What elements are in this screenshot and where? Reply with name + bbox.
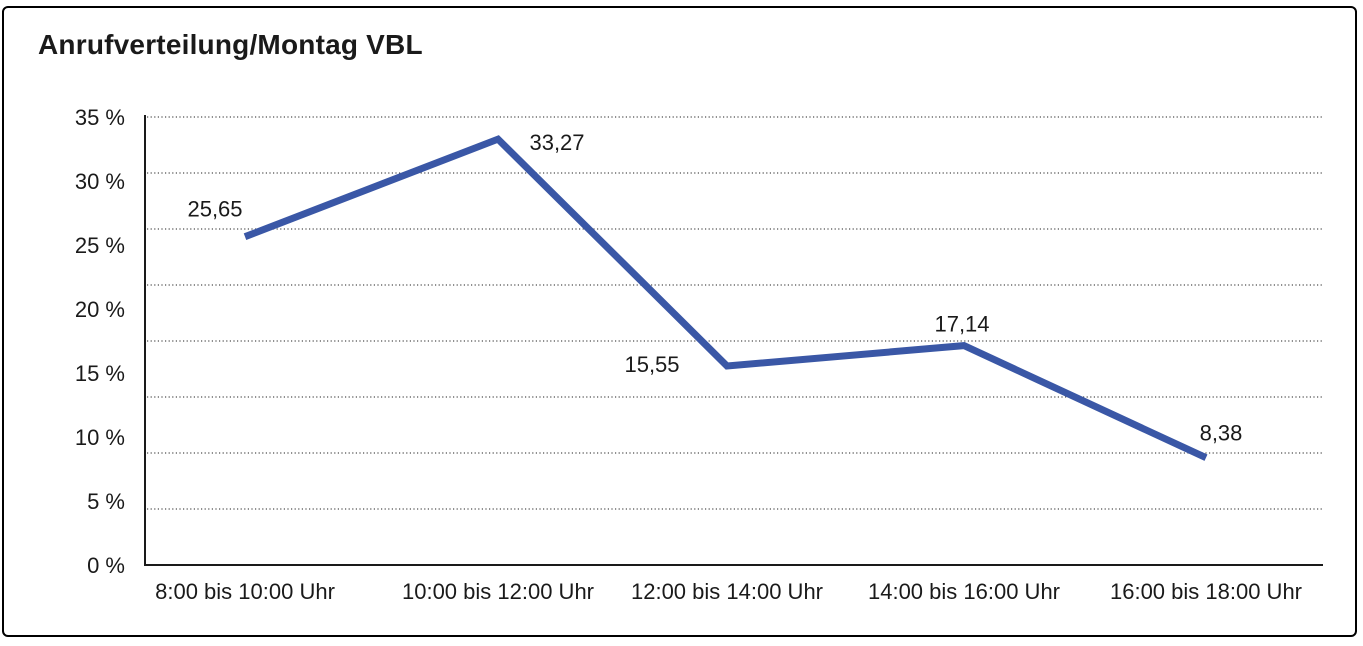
x-tick-label: 12:00 bis 14:00 Uhr [631,579,823,604]
data-point-label: 17,14 [934,312,989,337]
data-point-label: 8,38 [1200,421,1243,446]
y-tick-label: 35 % [75,105,125,130]
data-line [243,135,1208,461]
y-tick-label: 0 % [87,553,125,578]
x-tick-label: 8:00 bis 10:00 Uhr [155,579,335,604]
y-tick-label: 25 % [75,233,125,258]
x-tick-label: 14:00 bis 16:00 Uhr [868,579,1060,604]
data-point-label: 25,65 [187,197,242,222]
y-tick-label: 10 % [75,425,125,450]
y-tick-label: 15 % [75,361,125,386]
chart-title: Anrufverteilung/Montag VBL [38,29,423,60]
y-tick-label: 5 % [87,489,125,514]
y-tick-label: 30 % [75,169,125,194]
y-tick-label: 20 % [75,297,125,322]
data-point-label: 33,27 [529,130,584,155]
x-tick-label: 16:00 bis 18:00 Uhr [1110,579,1302,604]
x-tick-label: 10:00 bis 12:00 Uhr [402,579,594,604]
data-point-label: 15,55 [624,352,679,377]
